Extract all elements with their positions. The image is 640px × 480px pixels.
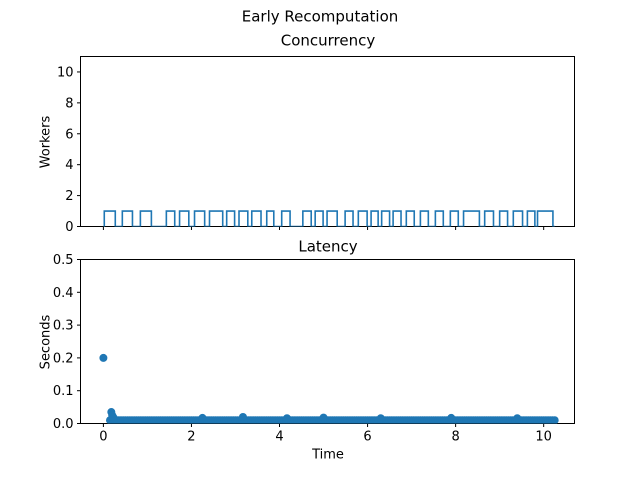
concurrency-step-line: [103, 210, 555, 227]
latency-point: [319, 413, 328, 422]
y-tick-label: 0.2: [53, 351, 74, 366]
latency-point: [282, 414, 291, 423]
y-tick-label: 0.3: [53, 319, 74, 334]
latency-point: [513, 414, 522, 423]
latency-point: [238, 412, 247, 421]
latency-scatter-series: [99, 353, 559, 424]
latency-ylabel: Seconds: [38, 314, 54, 370]
y-tick-label: 8: [65, 96, 73, 111]
concurrency-title: Concurrency: [280, 31, 376, 50]
y-tick-label: 2: [65, 189, 73, 204]
figure-suptitle: Early Recomputation: [241, 7, 399, 26]
latency-point: [376, 414, 385, 423]
y-tick-label: 0: [65, 220, 73, 235]
x-tick-label: 6: [363, 430, 371, 445]
latency-point: [198, 413, 207, 422]
latency-outlier-point: [109, 413, 118, 422]
x-tick-label: 10: [535, 430, 552, 445]
y-tick-label: 0.5: [53, 253, 74, 268]
y-tick-label: 10: [57, 65, 74, 80]
y-tick-label: 0.4: [53, 286, 74, 301]
concurrency-ylabel: Workers: [38, 115, 54, 169]
latency-axes-spines: [80, 259, 575, 424]
latency-outlier-point: [99, 353, 108, 362]
concurrency-axes-spines: [80, 56, 575, 227]
x-tick-label: 2: [187, 430, 195, 445]
y-tick-label: 0.0: [53, 417, 74, 432]
latency-title: Latency: [298, 237, 358, 256]
latency-point: [447, 413, 456, 422]
latency-xlabel: Time: [312, 447, 344, 463]
y-tick-label: 4: [65, 158, 73, 173]
y-tick-label: 0.1: [53, 384, 74, 399]
x-tick-label: 8: [451, 430, 459, 445]
y-tick-label: 6: [65, 127, 73, 142]
x-tick-label: 0: [99, 430, 107, 445]
x-tick-label: 4: [275, 430, 283, 445]
latency-point: [550, 416, 559, 424]
